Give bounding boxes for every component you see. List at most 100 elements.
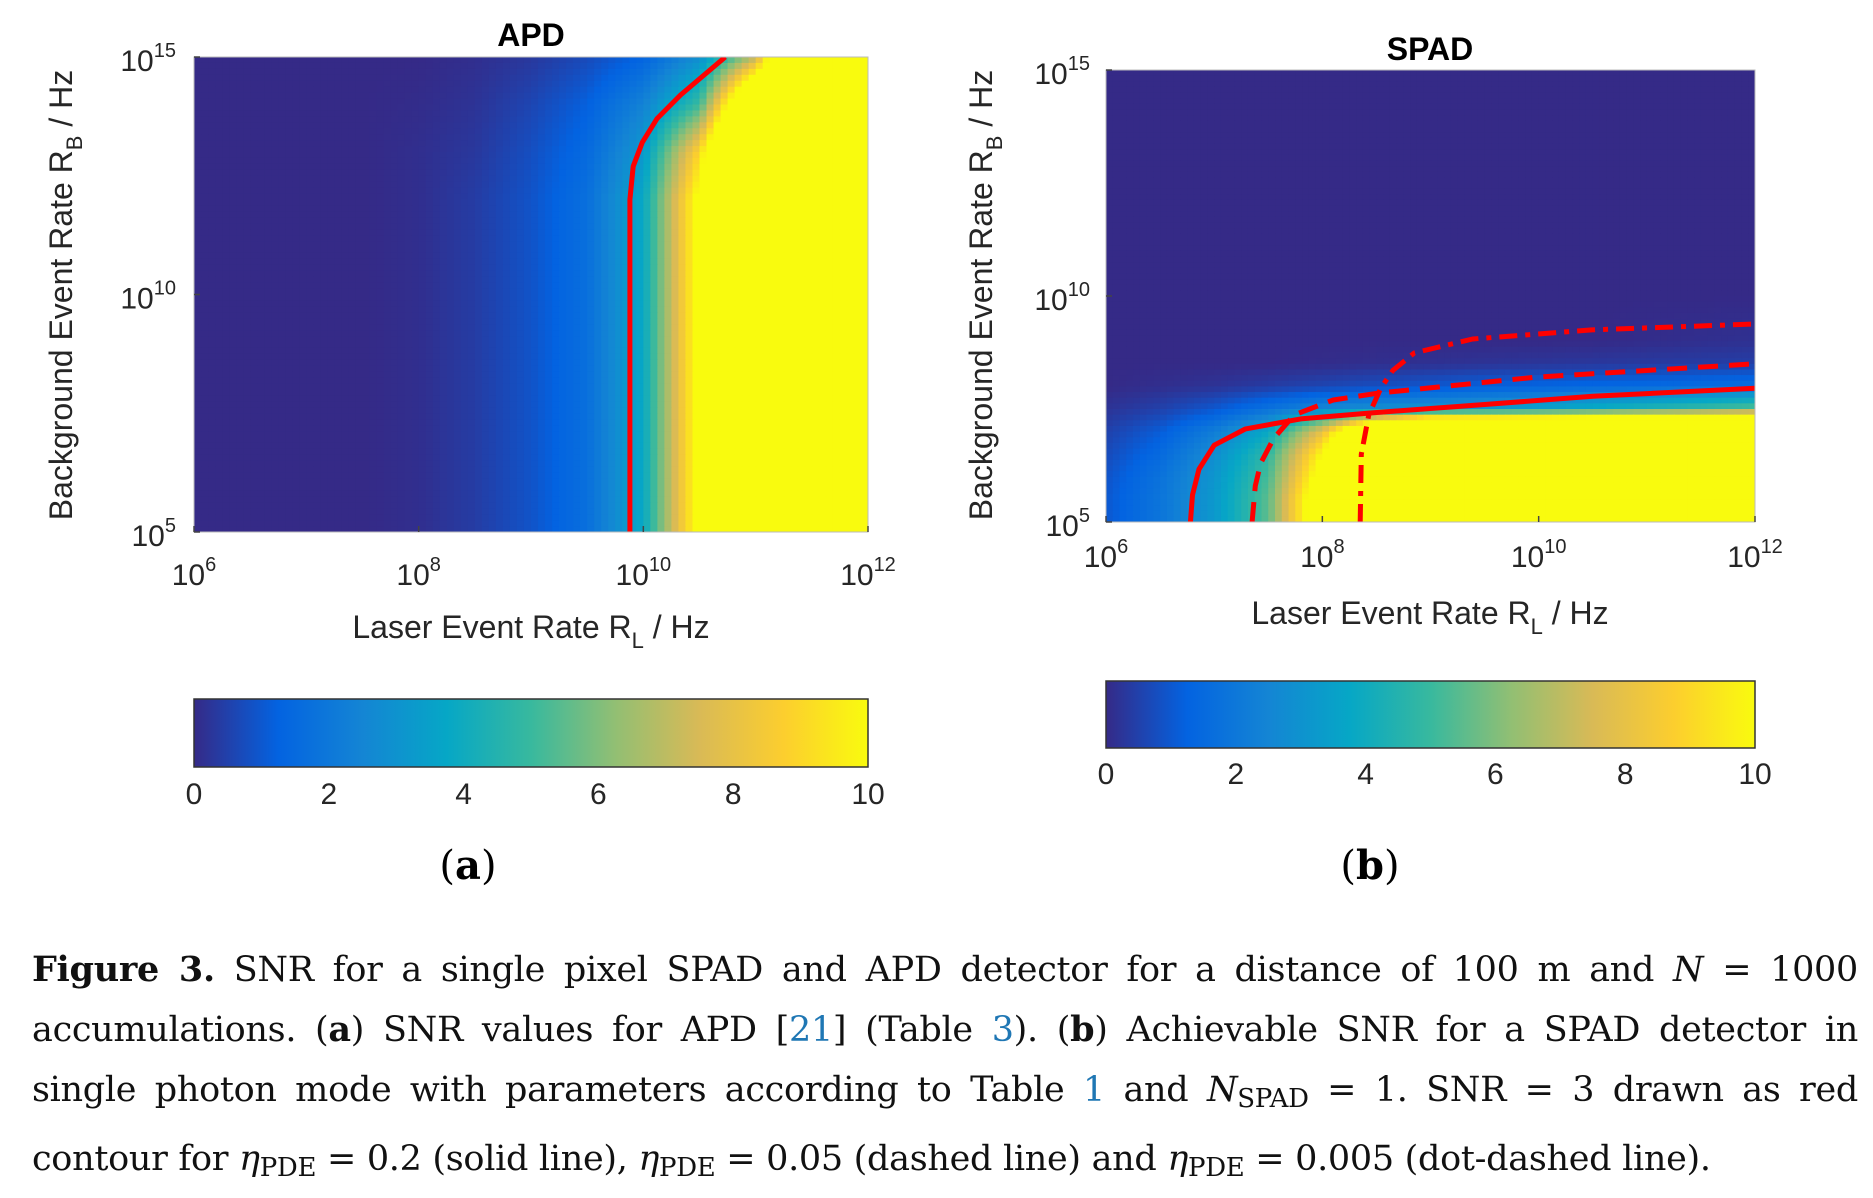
heatmap-cell	[811, 86, 820, 94]
heatmap-cell	[734, 294, 743, 302]
heatmap-cell	[650, 330, 658, 337]
heatmap-cell	[334, 57, 343, 64]
heatmap-cell	[327, 342, 336, 349]
heatmap-cell	[292, 92, 300, 100]
heatmap-cell	[439, 342, 448, 349]
heatmap-cell	[566, 353, 574, 361]
heatmap-cell	[495, 86, 504, 94]
heatmap-cell	[509, 62, 518, 70]
heatmap-cell	[229, 359, 237, 367]
heatmap-cell	[538, 193, 546, 201]
heatmap-cell	[383, 217, 392, 224]
heatmap-cell	[194, 205, 202, 212]
heatmap-cell	[243, 217, 251, 224]
heatmap-cell	[208, 347, 216, 355]
heatmap-cell	[257, 92, 265, 100]
heatmap-cell	[194, 359, 202, 367]
heatmap-cell	[643, 217, 651, 224]
heatmap-cell	[313, 336, 321, 343]
heatmap-cell	[713, 336, 722, 343]
heatmap-cell	[734, 122, 743, 129]
heatmap-cell	[201, 288, 209, 296]
heatmap-cell	[313, 116, 321, 123]
heatmap-cell	[636, 187, 644, 195]
heatmap-cell	[629, 146, 637, 153]
heatmap-cell	[839, 193, 848, 201]
heatmap-cell	[636, 288, 644, 296]
heatmap-cell	[299, 235, 307, 242]
heatmap-cell	[783, 128, 792, 135]
heatmap-cell	[713, 169, 722, 177]
heatmap-cell	[516, 122, 525, 129]
heatmap-cell	[839, 104, 848, 112]
heatmap-cell	[629, 92, 637, 100]
heatmap-cell	[425, 270, 434, 278]
heatmap-cell	[825, 247, 834, 254]
heatmap-cell	[762, 247, 771, 254]
heatmap-cell	[601, 324, 609, 331]
heatmap-cell	[692, 128, 701, 135]
heatmap-cell	[495, 241, 504, 248]
heatmap-cell	[362, 163, 371, 171]
heatmap-cell	[285, 312, 293, 319]
heatmap-cell	[320, 205, 328, 212]
heatmap-cell	[783, 300, 792, 307]
heatmap-cell	[804, 152, 813, 159]
heatmap-cell	[397, 62, 406, 70]
heatmap-cell	[369, 68, 378, 76]
heatmap-cell	[755, 312, 764, 319]
heatmap-cell	[369, 122, 378, 129]
heatmap-cell	[320, 300, 328, 307]
heatmap-cell	[636, 116, 644, 123]
heatmap-cell	[650, 241, 658, 248]
heatmap-cell	[622, 116, 630, 123]
heatmap-cell	[615, 163, 623, 171]
heatmap-cell	[559, 342, 567, 349]
heatmap-cell	[769, 235, 778, 242]
heatmap-cell	[580, 181, 588, 189]
heatmap-cell	[208, 86, 216, 94]
heatmap-cell	[439, 336, 448, 343]
heatmap-cell	[566, 347, 574, 355]
heatmap-cell	[397, 324, 406, 331]
heatmap-cell	[257, 199, 265, 207]
heatmap-cell	[601, 288, 609, 296]
heatmap-cell	[285, 211, 293, 218]
heatmap-cell	[341, 152, 350, 159]
heatmap-cell	[341, 324, 350, 331]
heatmap-cell	[657, 152, 665, 159]
heatmap-cell	[797, 122, 806, 129]
heatmap-cell	[215, 252, 223, 260]
heatmap-cell	[439, 241, 448, 248]
heatmap-cell	[664, 157, 673, 165]
heatmap-cell	[706, 342, 715, 349]
heatmap-cell	[488, 336, 497, 343]
heatmap-cell	[601, 134, 609, 141]
heatmap-cell	[418, 68, 427, 76]
heatmap-cell	[762, 276, 771, 284]
heatmap-cell	[453, 288, 462, 296]
heatmap-cell	[531, 199, 539, 207]
heatmap-cell	[250, 163, 258, 171]
heatmap-cell	[769, 152, 778, 159]
heatmap-cell	[545, 217, 553, 224]
heatmap-cell	[671, 276, 680, 284]
heatmap-cell	[699, 62, 708, 70]
heatmap-cell	[643, 252, 651, 260]
heatmap-cell	[327, 175, 336, 183]
heatmap-cell	[776, 134, 785, 141]
heatmap-cell	[201, 264, 209, 272]
heatmap-cell	[355, 68, 364, 76]
heatmap-cell	[811, 318, 820, 325]
heatmap-cell	[229, 347, 237, 355]
heatmap-cell	[531, 169, 539, 177]
heatmap-cell	[306, 312, 314, 319]
heatmap-cell	[832, 169, 841, 177]
heatmap-cell	[601, 241, 609, 248]
heatmap-cell	[306, 359, 314, 367]
heatmap-cell	[222, 217, 230, 224]
heatmap-cell	[706, 140, 715, 147]
heatmap-cell	[748, 134, 757, 141]
heatmap-cell	[495, 92, 504, 100]
heatmap-cell	[474, 157, 483, 165]
